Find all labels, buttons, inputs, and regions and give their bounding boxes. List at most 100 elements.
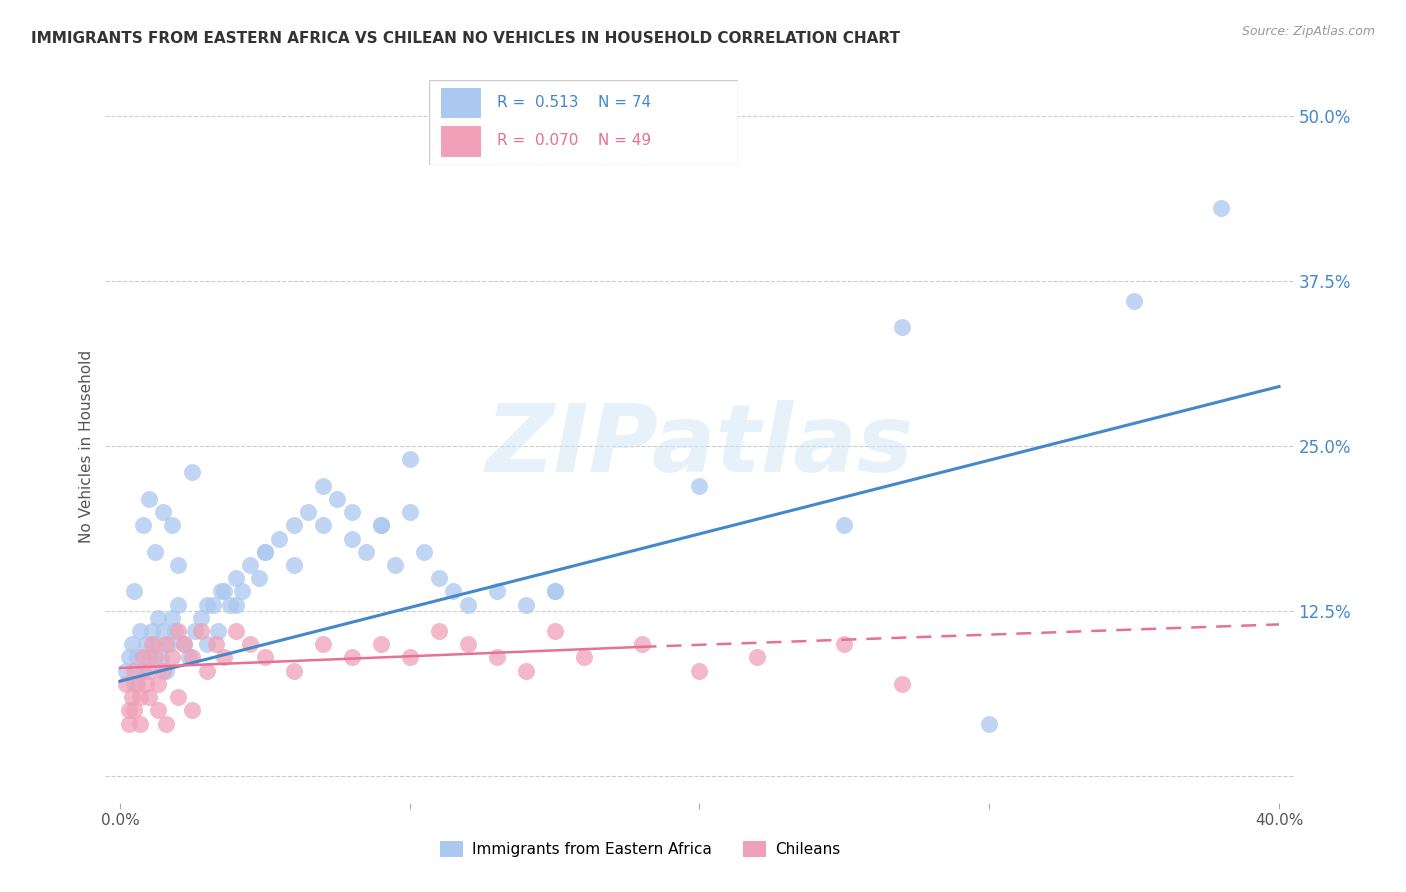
Point (190, 611, 212, 625)
Point (141, 637, 163, 651)
Point (239, 558, 262, 572)
Point (204, 637, 226, 651)
Point (239, 637, 262, 651)
Point (132, 650, 155, 665)
Point (457, 637, 479, 651)
Text: IMMIGRANTS FROM EASTERN AFRICA VS CHILEAN NO VEHICLES IN HOUSEHOLD CORRELATION C: IMMIGRANTS FROM EASTERN AFRICA VS CHILEA… (31, 31, 900, 46)
Point (149, 650, 172, 665)
Point (181, 466, 204, 480)
Point (209, 584, 232, 599)
Point (370, 518, 392, 533)
Point (179, 650, 201, 665)
Point (457, 598, 479, 612)
Point (253, 650, 276, 665)
Point (195, 637, 218, 651)
Point (181, 703, 204, 717)
Point (135, 637, 157, 651)
Point (891, 320, 914, 334)
Text: ZIPatlas: ZIPatlas (485, 400, 914, 492)
Point (689, 478, 711, 492)
Point (312, 637, 335, 651)
Point (747, 650, 769, 665)
Point (689, 664, 711, 678)
Point (207, 624, 229, 638)
Point (173, 637, 195, 651)
Point (269, 532, 291, 546)
Point (834, 518, 856, 533)
Point (398, 650, 420, 665)
Point (143, 637, 166, 651)
Point (121, 690, 143, 704)
Point (485, 584, 508, 599)
Point (143, 545, 166, 559)
Point (515, 598, 537, 612)
Point (340, 650, 363, 665)
Text: R =  0.070    N = 49: R = 0.070 N = 49 (496, 134, 651, 148)
Point (253, 545, 276, 559)
Point (173, 637, 195, 651)
Point (167, 558, 190, 572)
Point (979, 716, 1001, 731)
Point (117, 650, 139, 665)
Point (543, 624, 565, 638)
FancyBboxPatch shape (429, 80, 738, 165)
Point (441, 584, 464, 599)
Point (214, 650, 236, 665)
Point (201, 598, 224, 612)
Point (143, 650, 166, 665)
Point (155, 716, 177, 731)
Point (398, 452, 420, 467)
Point (124, 664, 146, 678)
Point (225, 624, 247, 638)
Point (370, 637, 392, 651)
Point (195, 664, 218, 678)
Point (129, 690, 152, 704)
Point (160, 650, 183, 665)
Point (138, 664, 160, 678)
Point (1209, 201, 1232, 215)
Point (543, 584, 565, 599)
Point (114, 664, 136, 678)
Point (312, 518, 335, 533)
Point (121, 637, 143, 651)
Point (630, 637, 652, 651)
Point (370, 518, 392, 533)
Point (124, 584, 146, 599)
Point (326, 491, 349, 506)
Point (225, 598, 247, 612)
FancyBboxPatch shape (441, 88, 481, 119)
Point (124, 677, 146, 691)
Point (160, 611, 183, 625)
Point (129, 716, 152, 731)
Point (117, 703, 139, 717)
Point (127, 677, 149, 691)
Point (167, 624, 190, 638)
Point (146, 677, 169, 691)
FancyBboxPatch shape (441, 126, 481, 157)
Point (146, 611, 169, 625)
Point (485, 650, 508, 665)
Point (181, 650, 204, 665)
Point (167, 598, 190, 612)
Point (190, 624, 212, 638)
Point (231, 584, 253, 599)
Text: R =  0.513    N = 74: R = 0.513 N = 74 (496, 95, 651, 111)
Point (283, 518, 305, 533)
Point (427, 624, 450, 638)
Text: Source: ZipAtlas.com: Source: ZipAtlas.com (1241, 25, 1375, 38)
Point (384, 558, 406, 572)
Point (160, 518, 183, 533)
Point (152, 664, 174, 678)
Point (157, 637, 180, 651)
Point (132, 518, 155, 533)
Point (1123, 293, 1146, 308)
Y-axis label: No Vehicles in Household: No Vehicles in Household (79, 350, 94, 542)
Point (138, 650, 160, 665)
Point (891, 677, 914, 691)
Point (834, 637, 856, 651)
Point (114, 677, 136, 691)
Point (219, 598, 242, 612)
Point (127, 650, 149, 665)
Point (155, 664, 177, 678)
Point (124, 703, 146, 717)
